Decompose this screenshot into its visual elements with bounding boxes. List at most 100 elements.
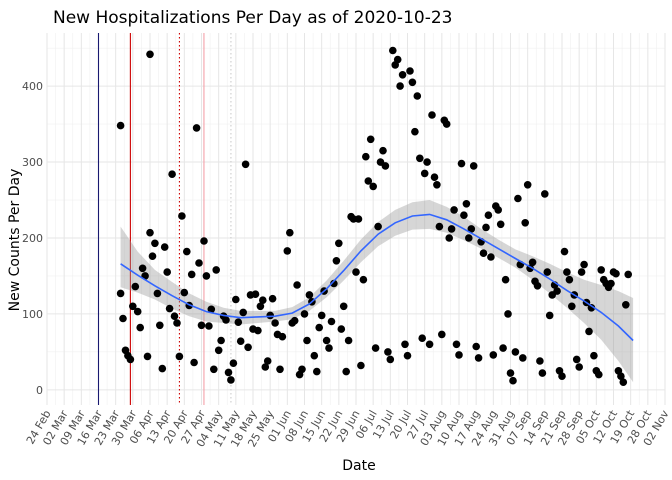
data-point: [381, 162, 390, 170]
data-point: [624, 270, 632, 279]
data-point: [251, 290, 260, 299]
data-point: [163, 268, 171, 276]
data-point: [160, 243, 169, 251]
event-vertical-lines: [97, 33, 232, 405]
data-point: [129, 302, 137, 311]
data-points: [116, 46, 632, 387]
data-point: [148, 252, 157, 260]
data-point: [494, 206, 503, 214]
data-point: [580, 260, 588, 269]
data-point: [178, 212, 186, 220]
data-point: [266, 311, 275, 320]
data-point: [192, 124, 201, 132]
data-point: [168, 170, 176, 178]
data-point: [612, 269, 620, 278]
data-point: [590, 351, 598, 360]
data-point: [310, 351, 319, 360]
data-point: [509, 376, 517, 385]
data-point: [465, 234, 473, 242]
data-point: [568, 302, 576, 311]
data-point: [278, 332, 287, 341]
data-point: [332, 257, 341, 265]
data-point: [227, 376, 235, 384]
grid-lines: [46, 33, 666, 405]
data-point: [501, 275, 510, 284]
data-point: [298, 365, 306, 374]
data-point: [173, 319, 181, 327]
data-point: [210, 365, 218, 374]
data-point: [187, 270, 196, 279]
data-point: [268, 294, 277, 303]
data-point: [474, 354, 483, 362]
data-point: [200, 237, 208, 245]
data-point: [398, 71, 407, 79]
data-point: [244, 343, 252, 352]
data-point: [315, 323, 324, 332]
data-point: [460, 211, 468, 219]
data-point: [322, 336, 331, 345]
data-point: [313, 367, 321, 376]
data-point: [303, 336, 311, 345]
data-point: [290, 316, 299, 325]
data-point: [371, 344, 380, 352]
data-point: [533, 282, 542, 290]
data-point: [499, 344, 507, 352]
data-point: [445, 234, 454, 242]
data-point: [384, 348, 392, 356]
data-point: [254, 326, 262, 335]
data-point: [411, 127, 419, 136]
data-point: [408, 78, 417, 87]
data-point: [469, 162, 478, 170]
data-point: [413, 92, 422, 100]
y-tick-label: 0: [36, 384, 43, 397]
data-point: [325, 344, 333, 352]
data-point: [514, 194, 522, 203]
data-point: [467, 225, 476, 233]
data-point: [433, 181, 441, 189]
x-axis-title: Date: [342, 458, 375, 474]
data-point: [205, 322, 213, 330]
confidence-ribbon: [120, 200, 634, 383]
data-point: [541, 190, 549, 198]
data-point: [587, 304, 596, 312]
data-point: [241, 160, 250, 169]
y-tick-label: 400: [22, 80, 43, 93]
data-point: [156, 321, 164, 330]
data-point: [435, 222, 444, 231]
data-point: [337, 325, 346, 333]
data-point: [428, 111, 436, 119]
data-point: [146, 50, 154, 59]
data-point: [430, 173, 439, 181]
data-point: [528, 258, 537, 267]
smooth-line: [120, 213, 634, 342]
data-point: [197, 321, 206, 330]
data-point: [354, 215, 363, 223]
y-tick-label: 300: [22, 156, 43, 169]
data-point: [617, 372, 625, 381]
data-point: [450, 206, 458, 214]
smooth-line-layer: [120, 213, 634, 342]
data-point: [362, 152, 370, 161]
data-point: [293, 281, 301, 289]
data-point: [366, 135, 375, 144]
data-point: [447, 225, 456, 233]
data-point: [572, 355, 581, 364]
data-point: [170, 312, 179, 321]
y-axis-ticks: 0 100 200 300 400: [22, 80, 43, 397]
data-point: [300, 310, 309, 318]
data-point: [133, 307, 142, 316]
data-point: [207, 305, 216, 314]
data-point: [379, 146, 387, 155]
y-axis-title: New Counts Per Day: [7, 169, 23, 312]
data-point: [563, 268, 571, 276]
data-point: [259, 296, 267, 305]
data-point: [455, 351, 463, 359]
data-point: [232, 295, 240, 304]
data-point: [236, 337, 245, 346]
data-point: [442, 120, 451, 128]
data-point: [330, 279, 338, 288]
data-point: [364, 177, 373, 185]
data-point: [487, 253, 495, 261]
